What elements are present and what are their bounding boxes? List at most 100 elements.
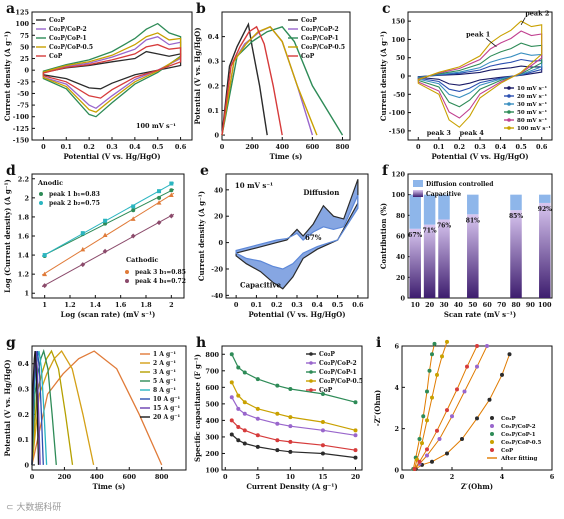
data-point [320, 428, 325, 433]
data-point [288, 449, 293, 454]
legend-label: 30 mV s⁻¹ [517, 101, 548, 108]
y-tick-label: 120 [391, 171, 405, 179]
data-point [42, 271, 48, 277]
panel-label: c [382, 1, 391, 17]
peak-annotation: peak 2 [525, 10, 549, 18]
data-point [420, 441, 424, 446]
bar-capacitive [467, 214, 479, 298]
diffusion-label: Diffusion [303, 188, 339, 197]
plot-frame [221, 345, 363, 471]
watermark: ⊂ 大数据科研 [6, 503, 62, 513]
bar-capacitive [510, 210, 522, 298]
data-point [255, 433, 260, 438]
cv-loop-4 [42, 43, 182, 99]
data-point [169, 188, 174, 193]
x-axis-label: Z′(Ohm) [461, 482, 493, 491]
y-tick-label: 1.6 [18, 233, 30, 241]
chart-panel-b: b 0 200 400 600 800 0 0.1 0.2 0.3 0.4 Time (s) Poten… [193, 1, 351, 161]
data-point [430, 395, 434, 400]
y-tick-label: 0 [400, 295, 405, 303]
data-point [427, 368, 432, 373]
data-point [275, 411, 280, 416]
x-tick-label: 0.2 [271, 301, 282, 309]
data-point [102, 232, 108, 238]
legend-label: 2 A g⁻¹ [153, 360, 176, 367]
y-tick-label: 75 [20, 32, 30, 40]
legend-label: Co₂P/CoP-0.5 [49, 44, 93, 51]
y-tick-label: 2 [394, 425, 399, 433]
y-tick-label: -20 [211, 265, 223, 273]
plot-frame [221, 11, 351, 141]
legend-label: After fitting [500, 456, 538, 462]
peak-annotation: peak 1 [466, 31, 490, 39]
data-point [320, 391, 325, 396]
bar-capacitive [438, 219, 450, 298]
y-tick-label: -100 [389, 109, 406, 117]
capacitive-cv-loop [235, 194, 359, 270]
bar-data-label: 76% [437, 222, 451, 229]
legend-label: Co₂P/CoP-1 [49, 35, 87, 42]
data-point [80, 231, 85, 236]
y-tick-label: 1.2 [18, 271, 29, 279]
x-tick-label: 20 [351, 473, 361, 481]
y-tick-label: -25 [17, 78, 29, 86]
y-tick-label: 20 [396, 274, 406, 282]
data-point [353, 455, 358, 460]
x-axis-label: Potential (V vs. Hg/HgO) [63, 152, 160, 161]
panel-label: f [382, 163, 389, 179]
x-axis-label: Log (scan rate) (mV s⁻¹) [61, 310, 156, 319]
data-point [229, 380, 234, 385]
x-tick-label: 0.1 [433, 143, 444, 151]
x-tick-label: 0.6 [352, 301, 364, 309]
y-tick-label: 0.4 [208, 33, 220, 41]
data-point [320, 443, 325, 448]
y-tick-label: 700 [205, 367, 219, 375]
x-tick-label: 0.1 [251, 301, 262, 309]
x-tick-label: 4 [500, 473, 505, 481]
fit-curve-4 [414, 345, 478, 470]
y-tick-label: 50 [20, 43, 30, 51]
chart-panel-c: c 0 0.1 0.2 0.3 0.4 0.5 0.6 -150 -100 -50 0 50 100 150… [379, 1, 553, 161]
y-tick-label: 0 [394, 467, 399, 475]
y-tick-label: 100 [391, 36, 405, 44]
data-point [353, 400, 358, 405]
data-point [437, 437, 442, 441]
x-tick-label: 400 [275, 143, 289, 151]
legend-label: 15 A g⁻¹ [153, 405, 181, 412]
chart-panel-i: i 0 2 4 6 0 2 4 6 Z′(Ohm) -Z″(Ohm) Co₂P Co₂P/CoP-2 Co… [373, 335, 555, 491]
data-point [320, 451, 325, 456]
y-tick-label: 1.8 [18, 213, 30, 221]
y-tick-label: -50 [17, 90, 29, 98]
y-tick-label: 60 [396, 233, 406, 241]
legend-marker [309, 361, 313, 365]
x-tick-label: 6 [550, 473, 555, 481]
legend-marker [309, 370, 313, 374]
y-tick-label: 1 [24, 290, 29, 298]
annotation-leader [520, 17, 526, 25]
y-tick-label: 100 [15, 20, 29, 28]
legend-label: 5 A g⁻¹ [153, 378, 176, 385]
scan-rate-annotation: 10 mV s⁻¹ [235, 181, 273, 190]
x-axis-label: Time (s) [270, 152, 303, 161]
y-axis-label: Contribution (%) [379, 203, 388, 269]
data-point [320, 420, 325, 425]
y-tick-label: 2.2 [18, 175, 29, 183]
y-tick-label: 0 [218, 239, 223, 247]
legend-marker [39, 201, 43, 205]
x-tick-label: 0.3 [106, 143, 118, 151]
legend-marker [309, 352, 313, 356]
bar-capacitive [409, 228, 421, 298]
legend-label: 1 A g⁻¹ [153, 351, 176, 358]
y-tick-label: 200 [205, 450, 219, 458]
x-tick-label: 0.5 [332, 301, 344, 309]
fit-line-3 [41, 213, 175, 288]
x-tick-label: 0.1 [61, 143, 72, 151]
data-point [425, 453, 429, 458]
x-tick-label: 40 [454, 301, 464, 309]
y-tick-label: -150 [389, 127, 406, 135]
legend-title: Anodic [37, 179, 63, 187]
data-point [131, 204, 136, 209]
y-tick-label: 0 [24, 461, 29, 469]
y-tick-label: 40 [214, 186, 224, 194]
y-tick-label: 0.2 [208, 82, 219, 90]
